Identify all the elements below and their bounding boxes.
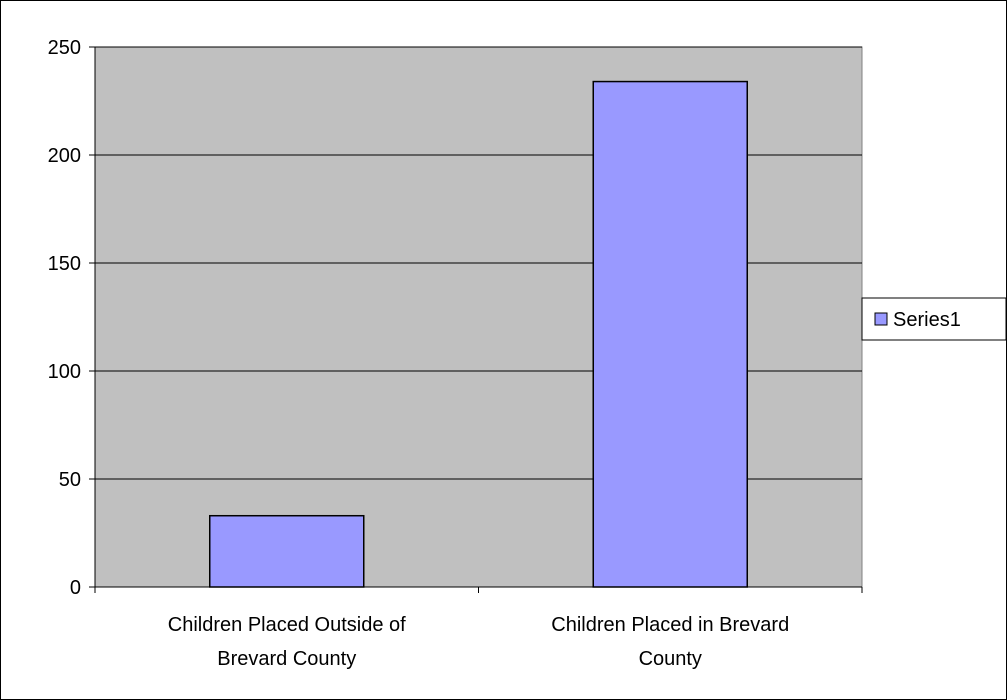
x-category-label-2-line-2: County <box>639 648 702 670</box>
legend-label-series1: Series1 <box>893 309 961 331</box>
y-tick-label-150: 150 <box>48 253 81 275</box>
x-category-label-1-line-2: Brevard County <box>217 648 356 670</box>
x-category-label-1-line-1: Children Placed Outside of <box>168 614 406 636</box>
bars <box>209 80 748 588</box>
bar-1 <box>209 514 365 588</box>
legend: Series1 <box>861 297 1006 341</box>
axes <box>89 46 863 593</box>
legend-swatch <box>874 312 888 326</box>
y-tick-label-100: 100 <box>48 361 81 383</box>
x-category-labels: Children Placed Outside of Brevard County… <box>168 614 789 670</box>
y-tick-label-50: 50 <box>59 469 81 491</box>
y-tick-labels: 0 50 100 150 200 250 <box>48 37 81 599</box>
y-tick-label-0: 0 <box>70 577 81 599</box>
y-tick-label-250: 250 <box>48 37 81 59</box>
x-category-label-2-line-1: Children Placed in Brevard <box>551 614 789 636</box>
bar-2 <box>592 80 748 588</box>
y-tick-label-200: 200 <box>48 145 81 167</box>
